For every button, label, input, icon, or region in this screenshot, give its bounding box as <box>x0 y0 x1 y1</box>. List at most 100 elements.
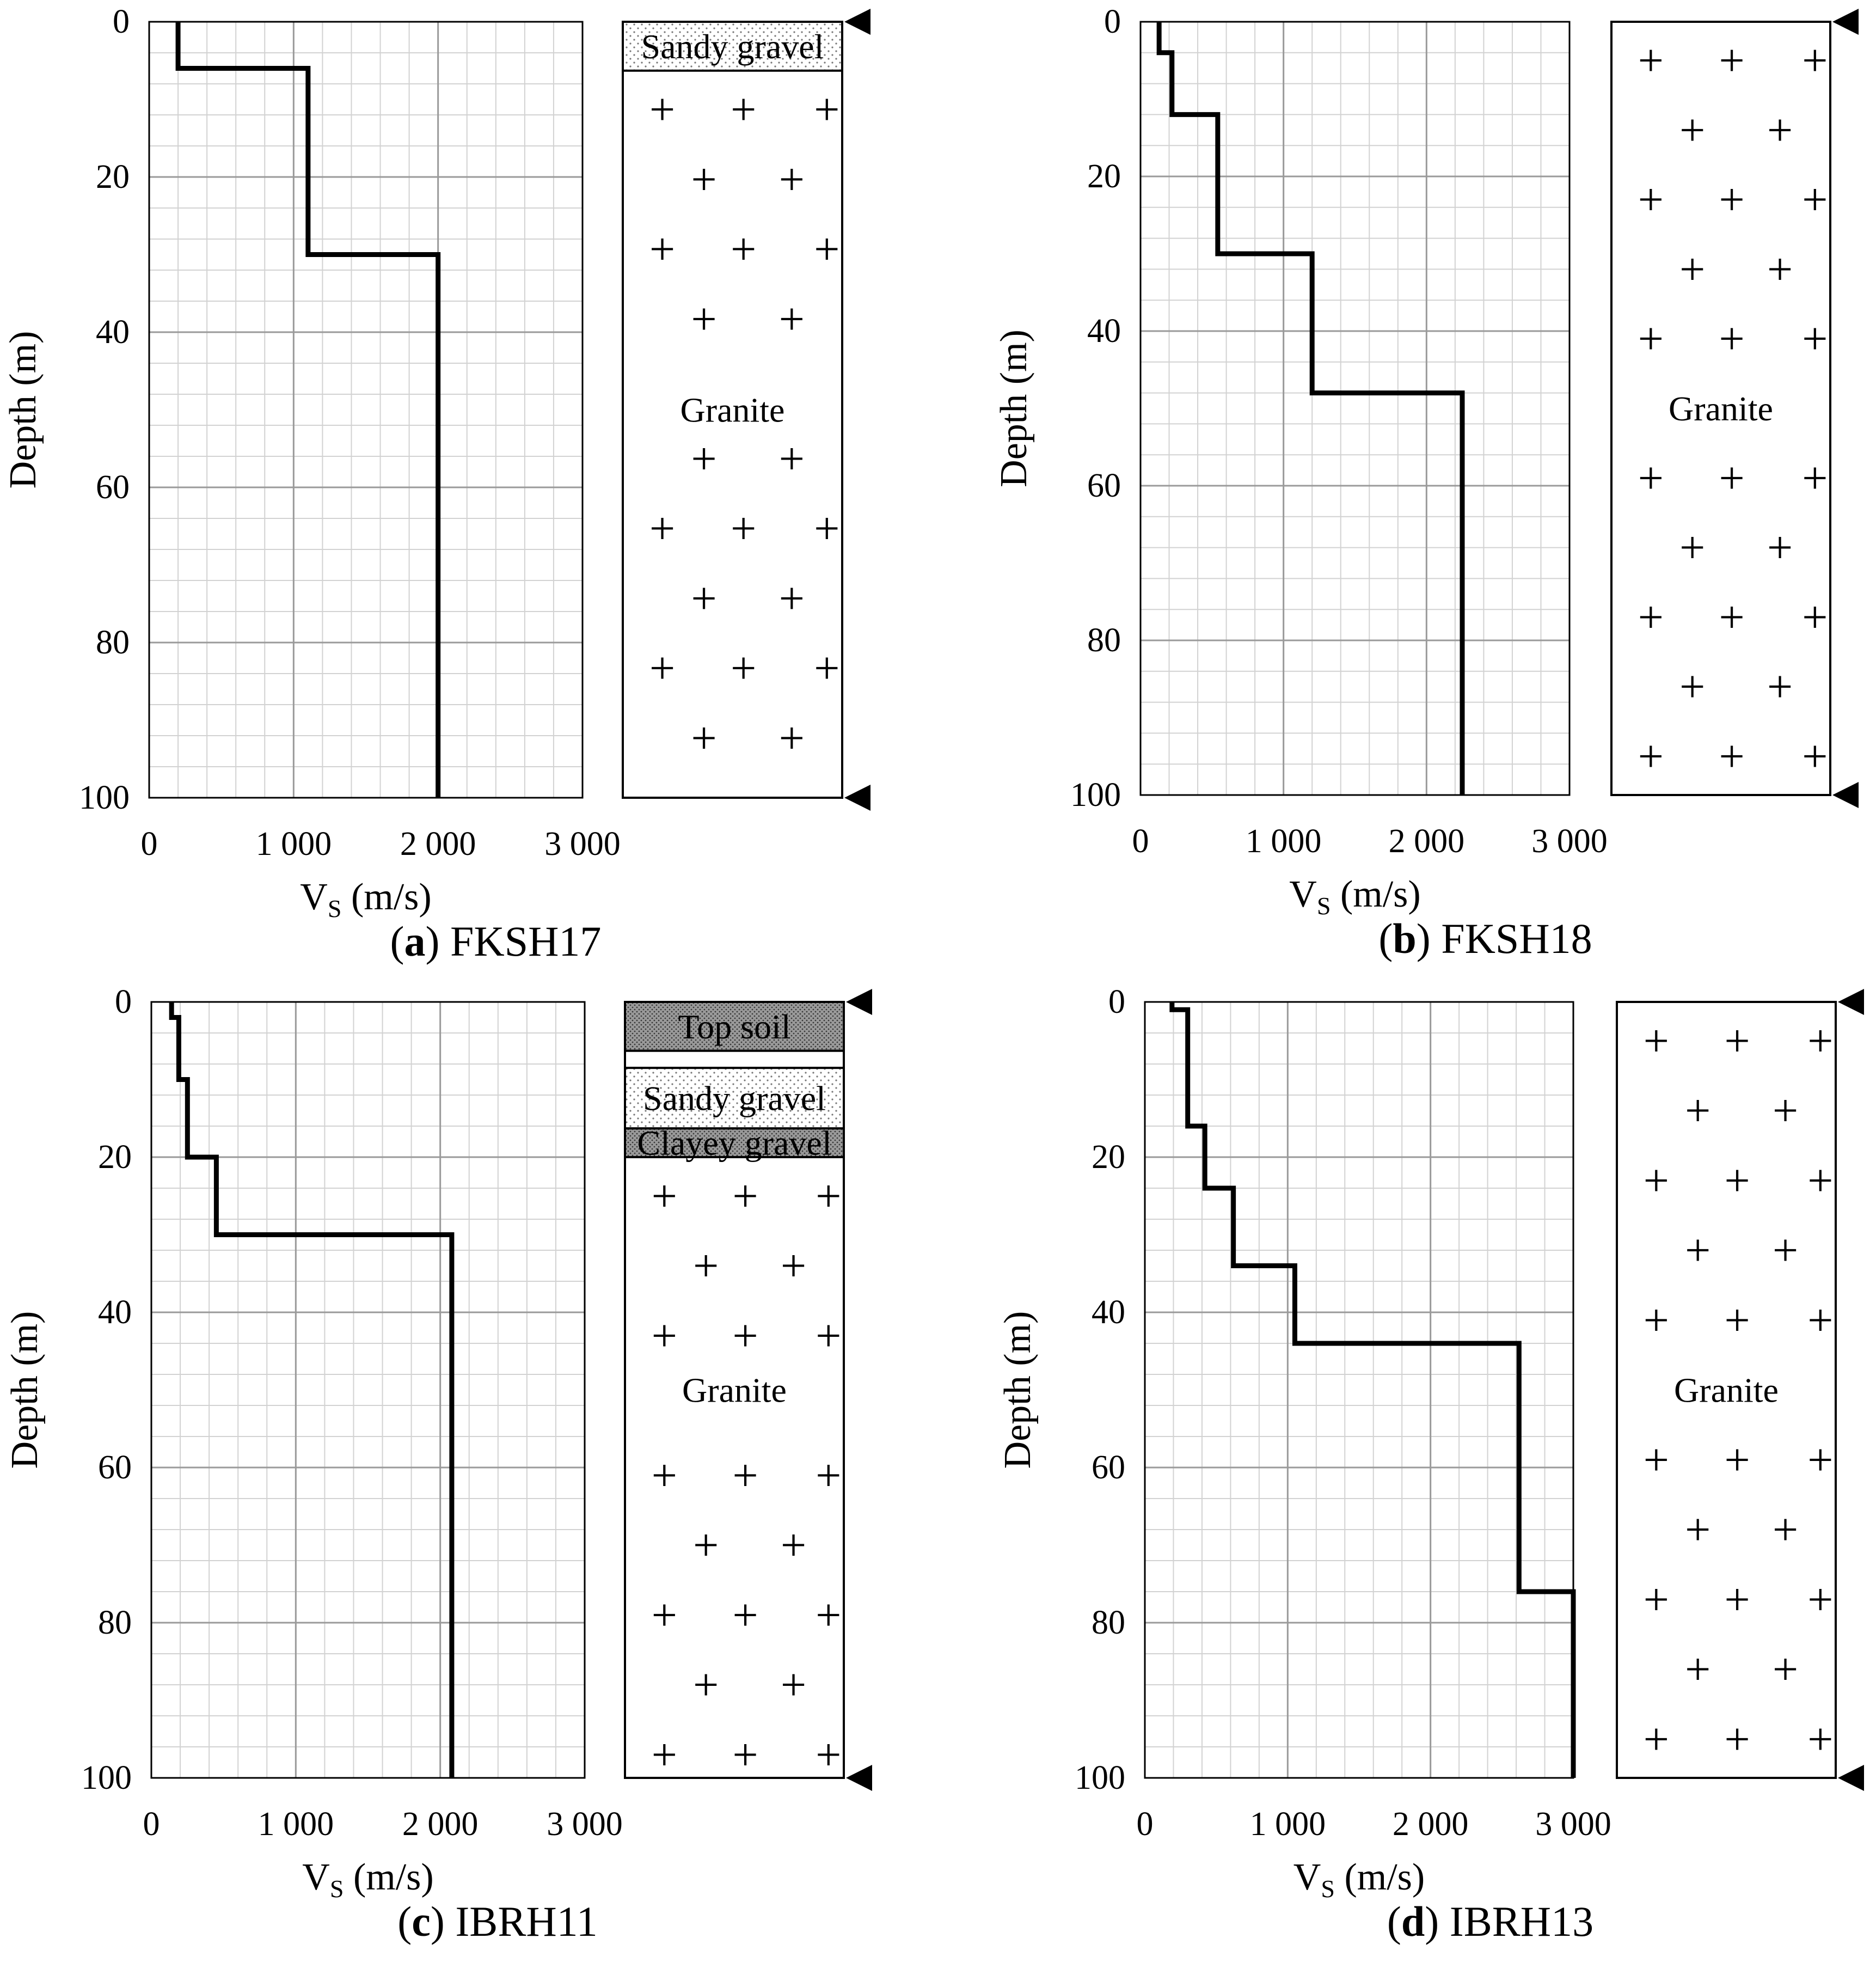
granite-cross-icon: + <box>1773 1225 1798 1276</box>
granite-cross-icon: + <box>731 643 756 694</box>
top-marker-icon <box>1838 989 1864 1015</box>
granite-cross-icon: + <box>816 1311 841 1361</box>
column-frame <box>1610 21 1831 796</box>
granite-cross-icon: + <box>1724 1574 1750 1625</box>
x-axis-label-main: V <box>300 876 328 918</box>
x-tick-label: 2 000 <box>1389 823 1465 860</box>
strata-column: + + ++ ++ + ++ ++ + ++ + ++ ++ + ++ ++ + +Granite <box>1616 989 1864 1791</box>
granite-cross-icon: + <box>732 1729 758 1780</box>
plot-frame <box>1139 21 1571 796</box>
x-tick-label: 3 000 <box>544 826 621 863</box>
vs-profile <box>175 22 441 798</box>
stratum-layer <box>622 21 843 72</box>
granite-cross-icon: + <box>814 643 839 694</box>
granite-cross-icon: + <box>1802 453 1828 504</box>
granite-cross-icon: + <box>649 224 675 275</box>
granite-cross-icon: + <box>1644 1714 1669 1765</box>
x-axis-label: VS (m/s) <box>1293 1856 1425 1903</box>
granite-cross-icon: + <box>816 1171 841 1221</box>
y-tick-label: 0 <box>1104 3 1121 40</box>
caption-letter: d <box>1401 1898 1425 1945</box>
stratum-label: Sandy gravel <box>643 1079 826 1118</box>
granite-cross-icon: + <box>1802 731 1828 782</box>
granite-cross-icon: + <box>1679 662 1705 712</box>
x-axis-label-unit: (m/s) <box>341 876 431 918</box>
vs-profile-line <box>1169 1002 1576 1778</box>
vs-profile-line <box>175 22 441 798</box>
x-tick-label: 0 <box>1132 823 1149 860</box>
y-tick-label: 60 <box>1087 467 1121 504</box>
y-axis-label: Depth (m) <box>2 331 44 489</box>
granite-cross-icon: + <box>693 1241 719 1292</box>
granite-cross-icon: + <box>1719 35 1744 86</box>
granite-cross-icon: + <box>652 1450 677 1501</box>
panel-a: 0 20 40 60 80 100 0 1 000 2 000 3 000 VS (m/s) Dept… <box>2 3 870 965</box>
plot-frame <box>1144 1001 1574 1779</box>
granite-cross-icon: + <box>1773 1505 1798 1555</box>
granite-cross-icon: + <box>691 294 716 345</box>
caption-letter: a <box>404 918 426 965</box>
y-tick-label: 20 <box>98 1139 132 1176</box>
caption-letter: c <box>412 1898 431 1945</box>
granite-cross-icon: + <box>1638 175 1664 225</box>
granite-cross-icon: + <box>652 1171 677 1221</box>
granite-cross-icon: + <box>1802 592 1828 643</box>
x-axis-label-subscript: S <box>330 1875 344 1903</box>
caption-title: FKSH17 <box>450 918 601 965</box>
strata-column: Sandy gravel+ + ++ ++ + ++ ++ ++ + ++ ++ + ++ +Granit… <box>622 9 870 811</box>
granite-label: Granite <box>682 1371 787 1410</box>
vs-profile-line <box>1156 22 1465 795</box>
x-axis-label: VS (m/s) <box>1289 873 1420 920</box>
granite-cross-icon: + <box>1719 731 1744 782</box>
granite-cross-icon: + <box>1685 1225 1711 1276</box>
x-axis-label-main: V <box>302 1856 330 1898</box>
granite-cross-icon: + <box>814 84 839 135</box>
bottom-marker-icon <box>1832 782 1859 808</box>
vs-profile-line <box>169 1002 455 1778</box>
top-marker-icon <box>1832 9 1859 35</box>
granite-cross-icon: + <box>1719 453 1744 504</box>
caption-letter: b <box>1393 915 1416 962</box>
granite-cross-icon: + <box>1724 1016 1750 1066</box>
vs-profile <box>1156 22 1465 795</box>
granite-cross-icon: + <box>1638 592 1664 643</box>
column-frame <box>1616 1001 1837 1779</box>
x-tick-label: 3 000 <box>1531 823 1608 860</box>
panel-caption: (b) FKSH18 <box>1378 915 1592 962</box>
x-tick-label: 2 000 <box>1393 1806 1469 1843</box>
granite-cross-icon: + <box>814 224 839 275</box>
granite-cross-icon: + <box>693 1520 719 1571</box>
granite-cross-icon: + <box>1802 175 1828 225</box>
granite-cross-icon: + <box>691 154 716 205</box>
minor-grid <box>1139 21 1571 796</box>
granite-cross-icon: + <box>781 1660 806 1710</box>
granite-cross-icon: + <box>649 504 675 554</box>
x-tick-label: 1 000 <box>1246 823 1322 860</box>
granite-cross-icon: + <box>652 1311 677 1361</box>
granite-cross-icon: + <box>1773 1644 1798 1695</box>
x-axis-label-subscript: S <box>1321 1875 1335 1903</box>
y-tick-label: 0 <box>115 983 132 1020</box>
y-axis-label: Depth (m) <box>993 329 1035 487</box>
caption-title: IBRH13 <box>1450 1898 1593 1945</box>
x-tick-label: 3 000 <box>547 1806 623 1843</box>
y-tick-label: 40 <box>96 314 130 351</box>
plot-frame <box>148 21 584 799</box>
x-tick-label: 1 000 <box>258 1806 334 1843</box>
granite-cross-icon: + <box>1679 523 1705 573</box>
x-axis-label-unit: (m/s) <box>1335 1856 1425 1898</box>
stratum-label: Sandy gravel <box>641 27 824 66</box>
x-axis-label-main: V <box>1293 1856 1321 1898</box>
plot-frame <box>150 1001 586 1779</box>
y-tick-label: 100 <box>1070 776 1121 814</box>
y-tick-label: 40 <box>98 1294 132 1331</box>
y-tick-label: 100 <box>81 1759 132 1796</box>
granite-cross-icon: + <box>1685 1086 1711 1136</box>
granite-cross-icon: + <box>693 1660 719 1710</box>
granite-cross-icon: + <box>732 1590 758 1641</box>
bottom-marker-icon <box>846 1765 872 1791</box>
caption-paren-close: ) <box>1417 915 1441 962</box>
granite-cross-icon: + <box>1644 1155 1669 1206</box>
granite-cross-icon: + <box>1802 35 1828 86</box>
